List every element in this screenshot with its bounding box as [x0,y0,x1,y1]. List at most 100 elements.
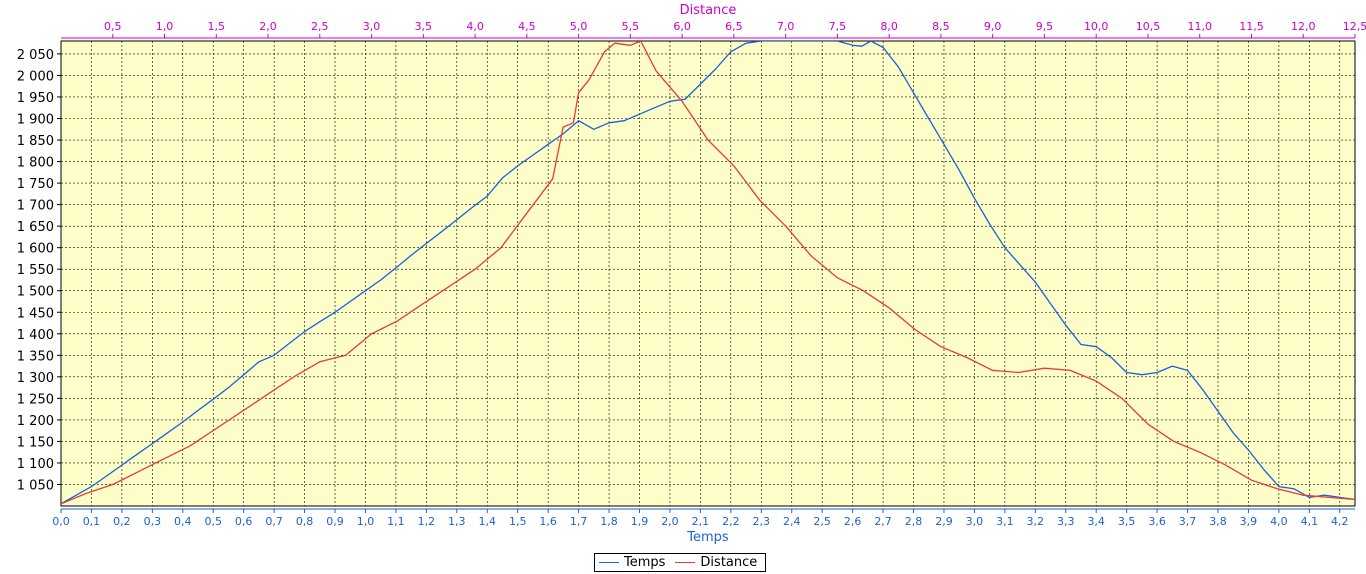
y-tick-label-17: 1 900 [17,113,54,128]
y-tick-label-18: 1 950 [17,91,54,106]
y-tick-label-15: 1 800 [17,156,54,171]
legend-label-temps: Temps [624,555,666,570]
y-tick-label-8: 1 450 [17,306,54,321]
x-tick-label-28: 2,8 [905,515,923,528]
y-tick-label-10: 1 550 [17,263,54,278]
x2-tick-label-2: 1,5 [208,20,226,33]
x-tick-label-3: 0,3 [144,515,162,528]
x-tick-label-4: 0,4 [174,515,192,528]
legend-swatch-temps [599,562,619,563]
x-tick-label-10: 1,0 [357,515,375,528]
y-tick-label-14: 1 750 [17,177,54,192]
x2-tick-label-5: 3,0 [363,20,381,33]
legend-item-distance: Distance [675,555,757,570]
y-tick-label-2: 1 150 [17,435,54,450]
x-tick-label-9: 0,9 [326,515,344,528]
x2-tick-label-19: 10,0 [1084,20,1109,33]
x-tick-label-33: 3,3 [1057,515,1075,528]
y-tick-label-5: 1 300 [17,371,54,386]
x-tick-label-2: 0,2 [113,515,131,528]
series-line-temps [61,41,1355,505]
x-tick-label-0: 0,0 [52,515,70,528]
x-tick-label-14: 1,4 [479,515,497,528]
x2-tick-label-14: 7,5 [829,20,847,33]
legend-item-temps: Temps [599,555,665,570]
x2-tick-label-8: 4,5 [518,20,536,33]
x-tick-label-21: 2,1 [692,515,710,528]
y-tick-label-7: 1 400 [17,328,54,343]
x2-tick-label-21: 11,0 [1187,20,1212,33]
y-tick-label-13: 1 700 [17,199,54,214]
x2-tick-label-13: 7,0 [777,20,795,33]
x-tick-label-29: 2,9 [935,515,953,528]
plot-frame [60,40,1356,507]
x-tick-label-34: 3,4 [1087,515,1105,528]
x2-tick-label-16: 8,5 [932,20,950,33]
x-tick-label-6: 0,6 [235,515,253,528]
x2-tick-label-15: 8,0 [880,20,898,33]
y-tick-label-12: 1 650 [17,220,54,235]
x2-tick-label-23: 12,0 [1291,20,1316,33]
x2-tick-label-9: 5,0 [570,20,588,33]
y-tick-label-3: 1 200 [17,414,54,429]
x-tick-label-38: 3,8 [1209,515,1227,528]
x-tick-label-17: 1,7 [570,515,588,528]
x-tick-label-12: 1,2 [418,515,436,528]
y-tick-label-11: 1 600 [17,242,54,257]
legend: Temps Distance [594,553,766,572]
x-tick-label-15: 1,5 [509,515,527,528]
x2-tick-label-1: 1,0 [156,20,174,33]
x-tick-label-18: 1,8 [600,515,618,528]
x-tick-label-16: 1,6 [539,515,557,528]
x-tick-label-36: 3,6 [1148,515,1166,528]
x2-tick-label-24: 12,5 [1343,20,1366,33]
x2-tick-label-17: 9,0 [984,20,1002,33]
x-tick-label-1: 0,1 [83,515,101,528]
x-tick-label-32: 3,2 [1027,515,1045,528]
x2-tick-label-7: 4,0 [466,20,484,33]
x-tick-label-24: 2,4 [783,515,801,528]
legend-label-distance: Distance [700,555,758,570]
x2-tick-label-6: 3,5 [415,20,433,33]
x2-axis-title: Distance [680,3,737,18]
x2-tick-label-20: 10,5 [1136,20,1161,33]
x2-tick-label-18: 9,5 [1036,20,1054,33]
x-tick-label-31: 3,1 [996,515,1014,528]
y-tick-label-19: 2 000 [17,69,54,84]
x2-tick-label-3: 2,0 [259,20,277,33]
x-tick-label-42: 4,2 [1331,515,1349,528]
x-tick-label-39: 3,9 [1240,515,1258,528]
x-tick-label-13: 1,3 [448,515,466,528]
x-axis-title: Temps [686,530,729,545]
x2-tick-label-22: 11,5 [1239,20,1264,33]
y-tick-label-1: 1 100 [17,457,54,472]
y-tick-label-16: 1 850 [17,134,54,149]
y-tick-label-6: 1 350 [17,349,54,364]
x-tick-label-41: 4,1 [1301,515,1319,528]
y-tick-label-9: 1 500 [17,285,54,300]
x-tick-label-20: 2,0 [661,515,679,528]
x-tick-label-35: 3,5 [1118,515,1136,528]
y-tick-label-4: 1 250 [17,392,54,407]
legend-swatch-distance [675,562,696,563]
x-tick-label-19: 1,9 [631,515,649,528]
x2-tick-label-12: 6,5 [725,20,743,33]
x-tick-label-7: 0,7 [265,515,283,528]
x2-tick-label-10: 5,5 [622,20,640,33]
x-tick-label-11: 1,1 [387,515,405,528]
x-tick-label-40: 4,0 [1270,515,1288,528]
x-tick-label-27: 2,7 [874,515,892,528]
x2-tick-label-4: 2,5 [311,20,329,33]
plot-background [61,41,1355,506]
x-tick-label-22: 2,2 [722,515,740,528]
x-tick-label-25: 2,5 [813,515,831,528]
y-tick-label-20: 2 050 [17,48,54,63]
x-tick-label-30: 3,0 [966,515,984,528]
x2-tick-label-0: 0,5 [104,20,122,33]
x-tick-label-26: 2,6 [844,515,862,528]
x-tick-label-8: 0,8 [296,515,314,528]
series-line-distance [61,41,1355,505]
x-tick-label-5: 0,5 [204,515,222,528]
